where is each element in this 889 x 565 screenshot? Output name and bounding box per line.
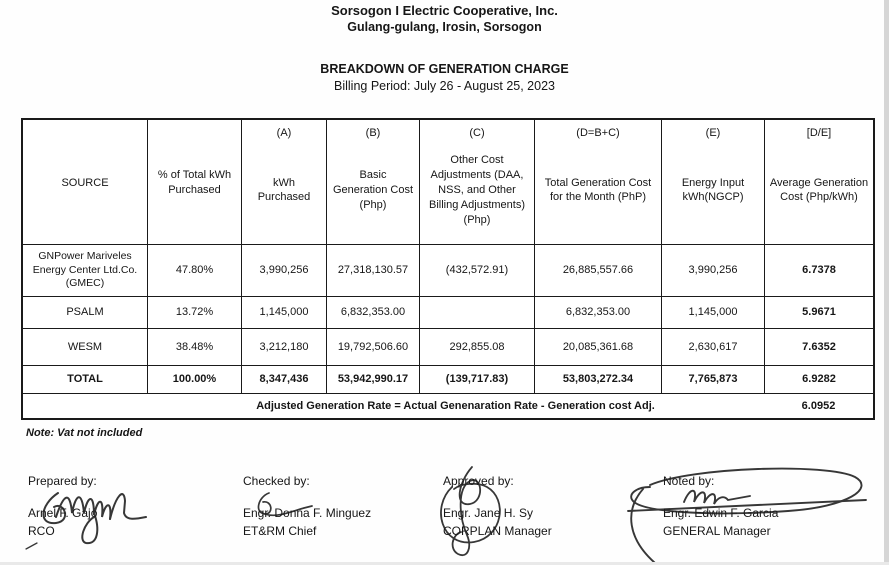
- column-header-other-cost-adjustments: (C) Other Cost Adjustments (DAA, NSS, an…: [419, 120, 534, 244]
- cell-other: (139,717.83): [419, 366, 534, 393]
- signature-heading: Checked by:: [243, 474, 310, 488]
- generation-charge-table: SOURCE % of Total kWh Purchased (A) kWh …: [21, 118, 875, 420]
- cell-energy: 3,990,256: [661, 245, 764, 296]
- signature-block-approved: Approved by: Engr. Jane H. Sy CORPLAN Ma…: [443, 474, 552, 540]
- column-label: Energy Input kWh(NGCP): [681, 176, 745, 204]
- cell-other: 292,855.08: [419, 329, 534, 365]
- cell-basic: 19,792,506.60: [326, 329, 419, 365]
- signatory-name: Engr. Donna F. Minguez: [243, 506, 372, 520]
- adjusted-rate-label: Adjusted Generation Rate = Actual Genena…: [256, 400, 655, 412]
- vat-note: Note: Vat not included: [26, 427, 143, 439]
- cell-energy: 7,765,873: [661, 366, 764, 393]
- cell-basic: 53,942,990.17: [326, 366, 419, 393]
- signature-block-noted: Noted by: Engr. Edwin F. Garcia GENERAL …: [663, 474, 778, 540]
- cell-avg: 6.7378: [764, 245, 873, 296]
- cell-other: (432,572.91): [419, 245, 534, 296]
- signature-heading: Approved by:: [443, 474, 514, 488]
- column-header-basic-generation-cost: (B) Basic Generation Cost (Php): [326, 120, 419, 244]
- cell-basic: 27,318,130.57: [326, 245, 419, 296]
- cell-source: WESM: [67, 340, 103, 353]
- column-label: Basic Generation Cost (Php): [332, 169, 414, 211]
- cell-pct: 47.80%: [147, 245, 241, 296]
- company-address: Gulang-gulang, Irosin, Sorsogon: [347, 20, 542, 34]
- column-header-pct: % of Total kWh Purchased: [147, 120, 241, 244]
- adjusted-generation-rate-row: Adjusted Generation Rate = Actual Genena…: [23, 393, 873, 418]
- cell-total: 26,885,557.66: [534, 245, 661, 296]
- company-name: Sorsogon I Electric Cooperative, Inc.: [331, 3, 558, 18]
- table-row-gmec: GNPower Mariveles Energy Center Ltd.Co. …: [23, 244, 873, 296]
- billing-period: Billing Period: July 26 - August 25, 202…: [334, 79, 555, 93]
- column-label: SOURCE: [61, 176, 109, 189]
- cell-energy: 2,630,617: [661, 329, 764, 365]
- signature-block-prepared: Prepared by: Arnel F. Gajo RCO: [28, 474, 97, 540]
- signatory-name: Engr. Edwin F. Garcia: [663, 506, 779, 520]
- column-label: % of Total kWh Purchased: [157, 169, 232, 196]
- cell-total: 20,085,361.68: [534, 329, 661, 365]
- screenshot-bottom-edge: [0, 562, 889, 565]
- cell-source: PSALM: [66, 306, 104, 319]
- signatory-name: Engr. Jane H. Sy: [443, 506, 534, 520]
- cell-pct: 13.72%: [147, 297, 241, 328]
- signature-heading: Prepared by:: [28, 474, 97, 488]
- cell-source: TOTAL: [67, 373, 103, 386]
- screenshot-right-edge: [884, 0, 889, 565]
- adjusted-rate-value: 6.0952: [801, 400, 836, 412]
- column-label: Other Cost Adjustments (DAA, NSS, and Ot…: [429, 154, 525, 226]
- column-header-source: SOURCE: [23, 120, 147, 244]
- cell-energy: 1,145,000: [661, 297, 764, 328]
- signature-heading: Noted by:: [663, 474, 715, 488]
- table-row-psalm: PSALM 13.72% 1,145,000 6,832,353.00 6,83…: [23, 296, 873, 328]
- cell-total: 6,832,353.00: [534, 297, 661, 328]
- column-header-total-generation-cost: (D=B+C) Total Generation Cost for the Mo…: [534, 120, 661, 244]
- cell-kwh: 1,145,000: [241, 297, 326, 328]
- signatory-title: GENERAL Manager: [663, 524, 771, 538]
- cell-avg: 7.6352: [764, 329, 873, 365]
- cell-total: 53,803,272.34: [534, 366, 661, 393]
- cell-source: GNPower Mariveles Energy Center Ltd.Co. …: [32, 250, 138, 290]
- signature-block-checked: Checked by: Engr. Donna F. Minguez ET&RM…: [243, 474, 371, 540]
- column-code: (A): [276, 127, 292, 139]
- cell-basic: 6,832,353.00: [326, 297, 419, 328]
- cell-avg: 6.9282: [764, 366, 873, 393]
- document-title: BREAKDOWN OF GENERATION CHARGE: [320, 62, 569, 76]
- table-header-row: SOURCE % of Total kWh Purchased (A) kWh …: [23, 120, 873, 244]
- cell-kwh: 3,990,256: [241, 245, 326, 296]
- column-header-kwh-purchased: (A) kWh Purchased: [241, 120, 326, 244]
- table-row-total: TOTAL 100.00% 8,347,436 53,942,990.17 (1…: [23, 365, 873, 393]
- signatory-title: ET&RM Chief: [243, 524, 317, 538]
- signatory-name: Arnel F. Gajo: [28, 506, 98, 520]
- column-code: [D/E]: [806, 127, 832, 139]
- column-label: Total Generation Cost for the Month (PhP…: [544, 176, 652, 204]
- column-code: (B): [365, 127, 381, 139]
- column-code: (C): [469, 127, 485, 139]
- column-code: (D=B+C): [576, 127, 620, 139]
- column-code: (E): [705, 127, 721, 139]
- column-label: kWh Purchased: [257, 176, 311, 204]
- cell-pct: 100.00%: [147, 366, 241, 393]
- cell-pct: 38.48%: [147, 329, 241, 365]
- column-header-average-generation-cost: [D/E] Average Generation Cost (Php/kWh): [764, 120, 873, 244]
- signatory-title: RCO: [28, 524, 55, 538]
- column-header-energy-input: (E) Energy Input kWh(NGCP): [661, 120, 764, 244]
- document-header: Sorsogon I Electric Cooperative, Inc. Gu…: [0, 0, 889, 93]
- cell-other: [419, 297, 534, 328]
- column-label: Average Generation Cost (Php/kWh): [769, 176, 869, 204]
- cell-avg: 5.9671: [764, 297, 873, 328]
- cell-kwh: 8,347,436: [241, 366, 326, 393]
- signatory-title: CORPLAN Manager: [443, 524, 552, 538]
- table-row-wesm: WESM 38.48% 3,212,180 19,792,506.60 292,…: [23, 328, 873, 365]
- cell-kwh: 3,212,180: [241, 329, 326, 365]
